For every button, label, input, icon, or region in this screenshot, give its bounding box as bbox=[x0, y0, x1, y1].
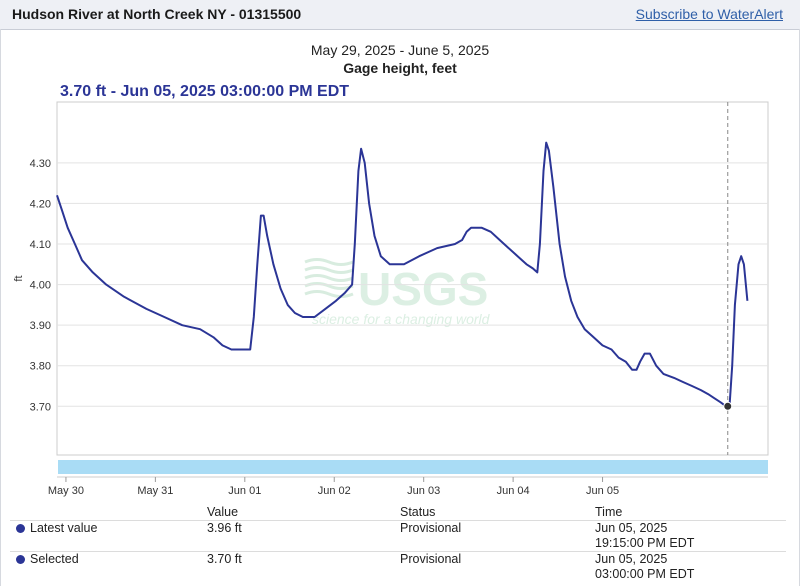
legend-row-value: 3.96 ft bbox=[207, 521, 242, 535]
y-axis-label: ft bbox=[13, 275, 25, 281]
legend-row-status: Provisional bbox=[400, 552, 462, 566]
y-tick-label: 4.00 bbox=[30, 280, 51, 292]
legend-row-latest: Latest value 3.96 ft Provisional Jun 05,… bbox=[10, 520, 786, 551]
legend-row-date: Jun 05, 2025 bbox=[595, 521, 668, 535]
y-tick-label: 4.20 bbox=[30, 198, 51, 210]
selected-value-readout: 3.70 ft - Jun 05, 2025 03:00:00 PM EDT bbox=[60, 83, 350, 100]
legend-table: Value Status Time Latest value 3.96 ft P… bbox=[10, 505, 786, 582]
legend-header-row: Value Status Time bbox=[10, 505, 786, 520]
legend-row-selected: Selected 3.70 ft Provisional Jun 05, 202… bbox=[10, 551, 786, 582]
legend-row-time: 03:00:00 PM EDT bbox=[595, 567, 695, 581]
watermark-tagline: science for a changing world bbox=[312, 311, 491, 327]
legend-row-name: Selected bbox=[30, 552, 79, 566]
legend-row-name: Latest value bbox=[30, 521, 98, 535]
x-tick-label: Jun 05 bbox=[586, 485, 619, 497]
series-marker-icon bbox=[16, 555, 25, 564]
x-tick-label: Jun 02 bbox=[318, 485, 351, 497]
site-title: Hudson River at North Creek NY - 0131550… bbox=[12, 6, 302, 22]
x-tick-label: May 31 bbox=[137, 485, 173, 497]
watermark-wave-icon bbox=[304, 266, 354, 274]
x-tick-label: Jun 04 bbox=[497, 485, 530, 497]
y-tick-label: 3.80 bbox=[30, 361, 51, 373]
legend-header-value: Value bbox=[207, 505, 239, 519]
series-marker-icon bbox=[16, 524, 25, 533]
title-bar: Hudson River at North Creek NY - 0131550… bbox=[0, 0, 800, 30]
legend-row-value: 3.70 ft bbox=[207, 552, 242, 566]
legend-header-status: Status bbox=[400, 505, 436, 519]
x-tick-label: Jun 01 bbox=[228, 485, 261, 497]
navigator-bar[interactable] bbox=[58, 460, 768, 474]
selected-point-marker[interactable] bbox=[723, 401, 733, 411]
legend-row-time: 19:15:00 PM EDT bbox=[595, 536, 695, 550]
y-tick-label: 3.90 bbox=[30, 320, 51, 332]
chart-parameter-title: Gage height, feet bbox=[343, 60, 457, 76]
y-tick-label: 4.10 bbox=[30, 239, 51, 251]
watermark-wave-icon bbox=[304, 274, 354, 282]
subscribe-wateralert-link[interactable]: Subscribe to WaterAlert bbox=[635, 6, 783, 22]
legend-row-status: Provisional bbox=[400, 521, 462, 535]
watermark-logo-text: USGS bbox=[358, 263, 488, 315]
legend-row-date: Jun 05, 2025 bbox=[595, 552, 668, 566]
y-tick-label: 3.70 bbox=[30, 401, 51, 413]
plot-area bbox=[56, 101, 769, 456]
watermark-wave-icon bbox=[304, 258, 354, 266]
watermark-wave-icon bbox=[304, 282, 354, 290]
x-tick-label: May 30 bbox=[48, 485, 84, 497]
gage-height-series-line[interactable] bbox=[56, 141, 749, 408]
legend-header-time: Time bbox=[595, 505, 623, 519]
chart-date-range: May 29, 2025 - June 5, 2025 bbox=[310, 42, 490, 58]
x-tick-label: Jun 03 bbox=[407, 485, 440, 497]
y-tick-label: 4.30 bbox=[30, 158, 51, 170]
watermark-wave-icon bbox=[304, 290, 354, 298]
